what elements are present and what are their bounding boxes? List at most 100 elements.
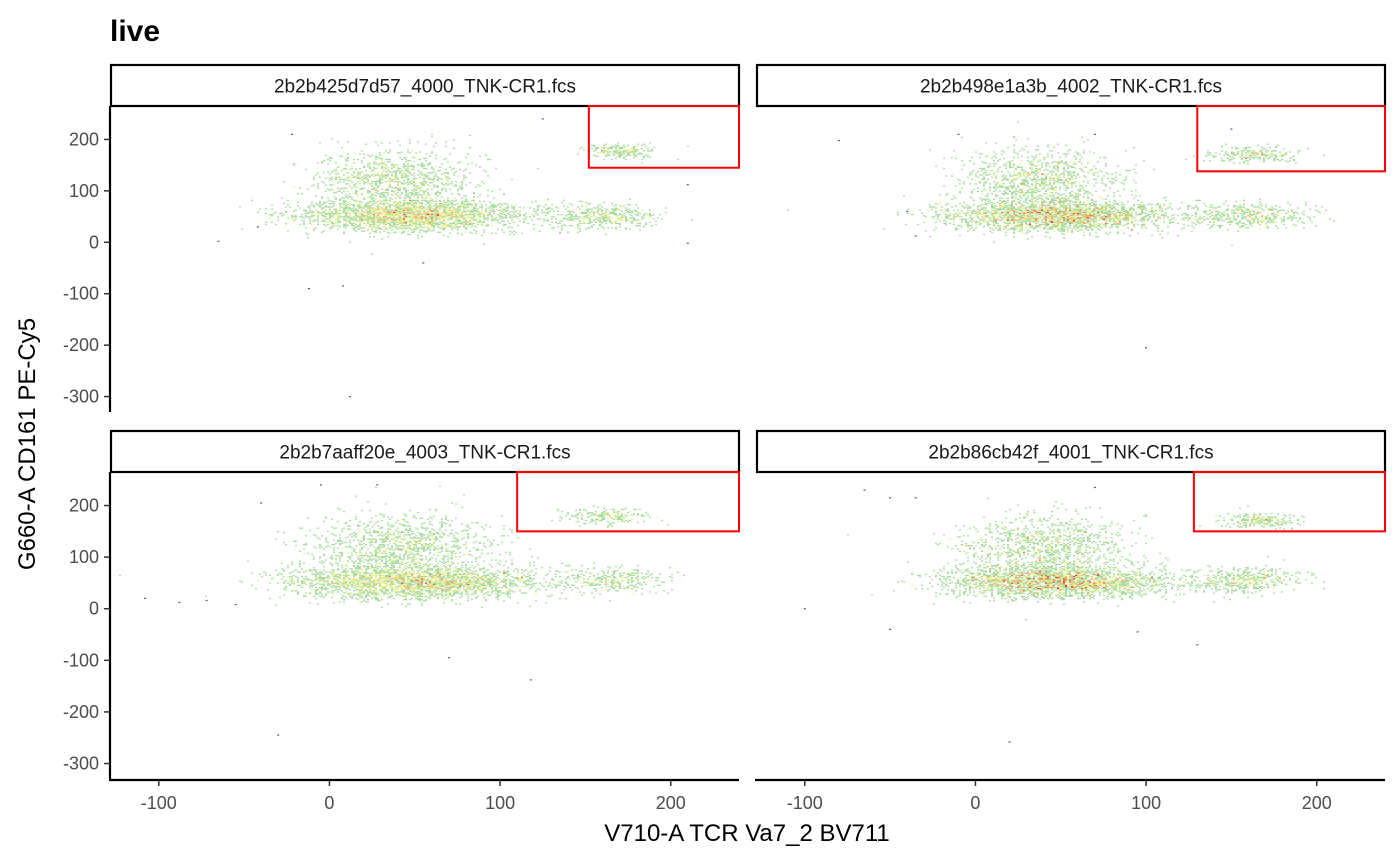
density-bin (501, 216, 503, 217)
density-bin (1095, 221, 1097, 222)
density-bin (585, 213, 587, 214)
density-bin (417, 174, 419, 175)
density-bin (1067, 207, 1069, 208)
density-bin (417, 211, 419, 212)
density-bin (475, 207, 477, 208)
density-bin (1017, 209, 1019, 210)
gate-rectangle[interactable] (589, 106, 739, 168)
density-bin (985, 221, 987, 222)
density-bin (1013, 228, 1015, 229)
density-bin (467, 153, 469, 154)
density-bin (625, 221, 627, 222)
density-bin (385, 171, 387, 172)
density-bin (1133, 225, 1135, 226)
density-bin (1011, 213, 1013, 214)
density-bin (405, 206, 407, 207)
density-bin (455, 171, 457, 172)
density-bin (1079, 218, 1081, 219)
density-bin (1027, 198, 1029, 199)
density-bin (357, 177, 359, 178)
density-bin (1085, 207, 1087, 208)
density-bin (511, 207, 513, 208)
density-bin (1049, 218, 1051, 219)
density-bin (467, 224, 469, 225)
density-bin (377, 209, 379, 210)
density-bin (1093, 212, 1095, 213)
density-bin (567, 217, 569, 218)
density-bin (419, 232, 421, 233)
density-bin (1209, 216, 1211, 217)
density-bin (343, 174, 345, 175)
density-bin (1091, 194, 1093, 195)
density-bin (325, 218, 327, 219)
density-bin (1087, 215, 1089, 216)
density-bin (353, 229, 355, 230)
density-bin (467, 226, 469, 227)
density-bin (649, 216, 651, 217)
density-bin (443, 184, 445, 185)
density-bin (309, 216, 311, 217)
density-bin (431, 172, 433, 173)
density-bin (373, 198, 375, 199)
density-bin (1087, 229, 1089, 230)
density-bin (627, 212, 629, 213)
density-bin (393, 171, 395, 172)
density-bin (313, 215, 315, 216)
density-bin (1051, 185, 1053, 186)
density-bin (425, 158, 427, 159)
density-bin (897, 214, 899, 215)
density-bin (399, 202, 401, 203)
density-bin (353, 211, 355, 212)
density-bin (1051, 202, 1053, 203)
density-bin (1013, 212, 1015, 213)
density-bin (1121, 204, 1123, 205)
density-bin (1031, 195, 1033, 196)
density-bin (329, 160, 331, 161)
density-bin (383, 192, 385, 193)
density-bin (421, 213, 423, 214)
density-bin (405, 215, 407, 216)
density-bin (371, 204, 373, 205)
density-bin (981, 191, 983, 192)
density-bin (1115, 213, 1117, 214)
density-bin (1087, 207, 1089, 208)
density-bin (615, 228, 617, 229)
density-bin (369, 168, 371, 169)
density-bin (425, 207, 427, 208)
density-bin (317, 215, 319, 216)
density-bin (359, 172, 361, 173)
density-bin (421, 224, 423, 225)
density-bin (405, 157, 407, 158)
density-bin (1099, 226, 1101, 227)
density-bin (465, 195, 467, 196)
density-bin (1005, 211, 1007, 212)
density-bin (453, 225, 455, 226)
density-bin (271, 214, 273, 215)
density-bin (1019, 222, 1021, 223)
density-bin (361, 207, 363, 208)
density-bin (435, 158, 437, 159)
density-bin (1149, 203, 1151, 204)
density-bin (1023, 218, 1025, 219)
density-bin (363, 211, 365, 212)
density-bin (389, 217, 391, 218)
density-bin (1191, 231, 1193, 232)
density-bin (999, 225, 1001, 226)
density-bin (293, 216, 295, 217)
density-bin (557, 223, 559, 224)
density-bin (925, 216, 927, 217)
density-bin (475, 213, 477, 214)
density-bin (401, 209, 403, 210)
density-bin (617, 153, 619, 154)
density-bin (1003, 187, 1005, 188)
density-bin (1015, 193, 1017, 194)
density-bin (385, 159, 387, 160)
density-bin (971, 227, 973, 228)
density-bin (1045, 236, 1047, 237)
density-bin (407, 206, 409, 207)
density-bin (613, 222, 615, 223)
density-bin (1123, 215, 1125, 216)
density-bin (395, 193, 397, 194)
density-bin (637, 144, 639, 145)
density-bin (451, 207, 453, 208)
